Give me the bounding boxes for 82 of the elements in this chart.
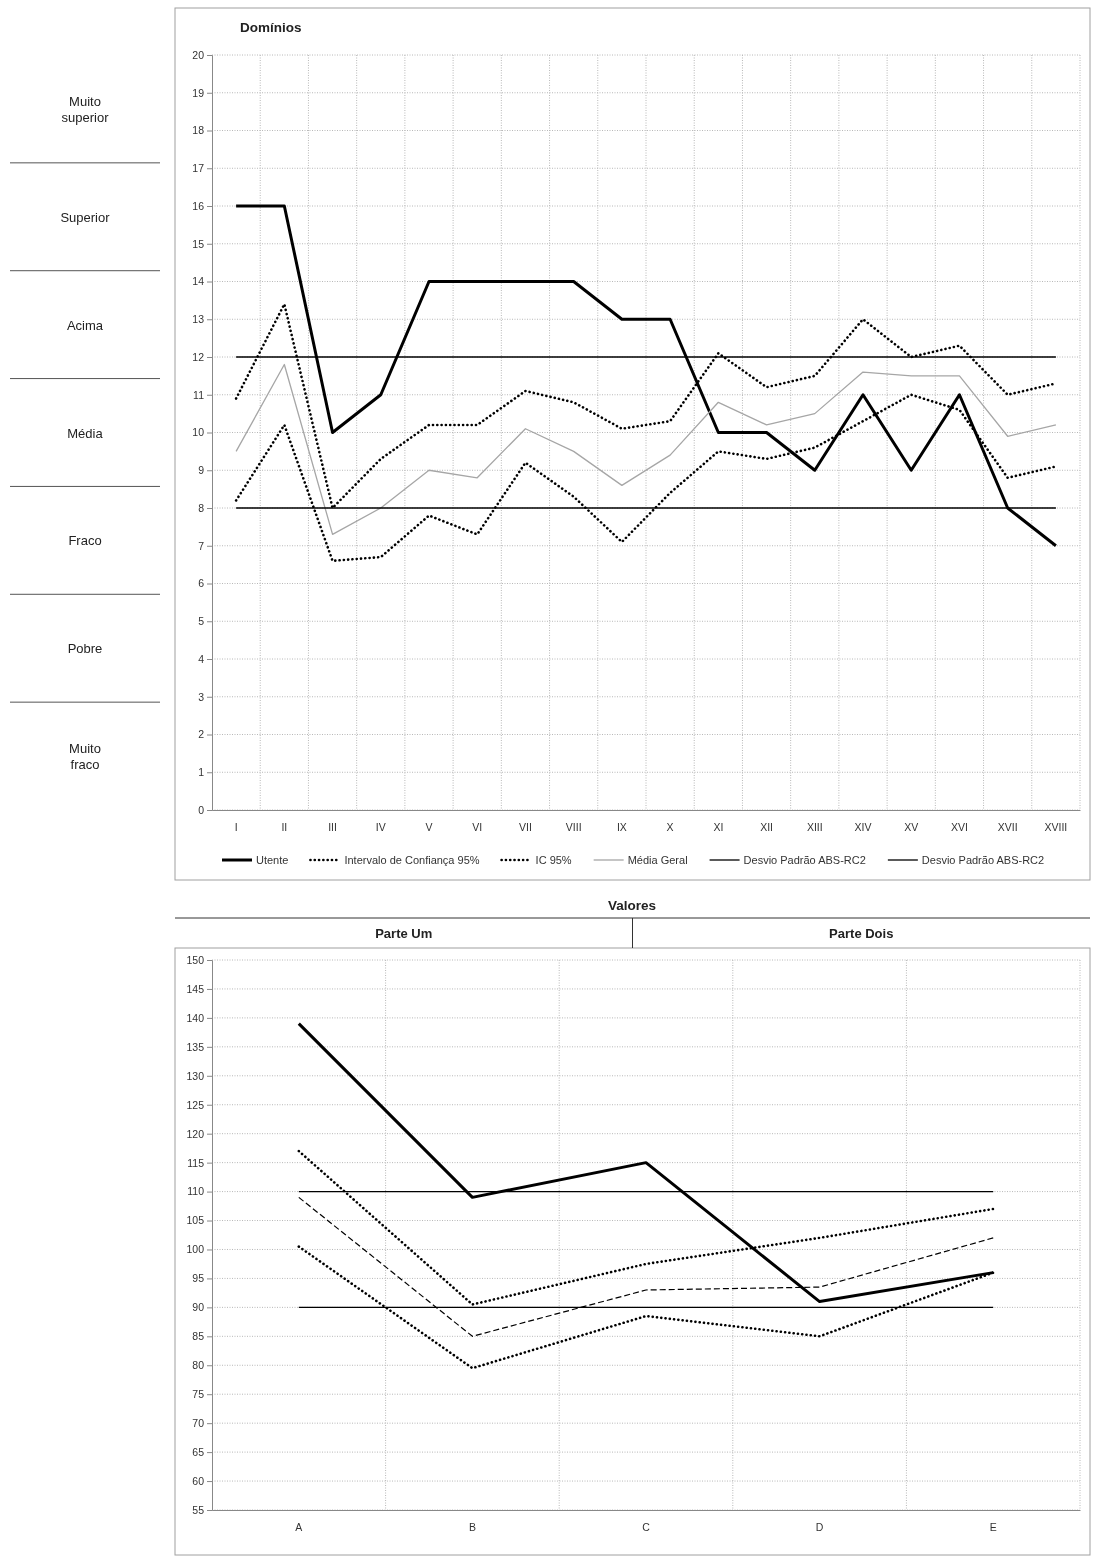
y-tick-label: 8: [198, 501, 205, 514]
text: Parte Dois: [829, 926, 894, 941]
legend-label: Média Geral: [627, 854, 688, 866]
y-tick-label: 85: [192, 1330, 205, 1343]
chart-title: Domínios: [240, 20, 302, 35]
x-tick-label: VI: [472, 821, 483, 834]
x-tick-label: XVII: [997, 821, 1018, 834]
y-tick-label: 5: [198, 615, 205, 628]
y-tick-label: 65: [192, 1445, 205, 1458]
y-tick-label: 18: [192, 124, 205, 137]
text: Superior: [60, 209, 111, 225]
y-tick-label: 125: [186, 1098, 205, 1111]
text: Fraco: [68, 533, 102, 549]
y-tick-label: 150: [186, 953, 205, 966]
y-tick-label: 120: [186, 1127, 205, 1140]
x-tick-label: XVI: [950, 821, 968, 834]
text: Muito superior: [61, 93, 110, 125]
x-tick-label: IX: [616, 821, 627, 834]
y-tick-label: 100: [186, 1243, 205, 1256]
y-tick-label: 2: [198, 728, 205, 741]
y-tick-label: 105: [186, 1214, 205, 1227]
y-tick-label: 9: [198, 464, 205, 477]
y-tick-label: 0: [198, 803, 205, 816]
y-tick-label: 115: [187, 1156, 205, 1169]
x-tick-label: VIII: [565, 821, 582, 834]
y-tick-label: 3: [198, 690, 205, 703]
x-tick-label: A: [295, 1521, 303, 1534]
y-tick-label: 110: [187, 1185, 205, 1198]
y-tick-label: 15: [192, 237, 205, 250]
x-tick-label: XVIII: [1044, 821, 1068, 834]
y-tick-label: 20: [192, 48, 205, 61]
legend-label: Intervalo de Confiança 95%: [344, 854, 480, 866]
legend-label: Desvio Padrão ABS-RC2: [743, 854, 866, 866]
y-tick-label: 55: [192, 1503, 205, 1516]
x-tick-label: XI: [713, 821, 724, 834]
y-tick-label: 95: [192, 1272, 205, 1285]
x-tick-label: I: [234, 821, 238, 834]
x-tick-label: XIII: [806, 821, 823, 834]
y-tick-label: 4: [198, 652, 205, 665]
y-tick-label: 90: [192, 1301, 205, 1314]
legend-label: IC 95%: [535, 854, 572, 866]
x-tick-label: V: [425, 821, 433, 834]
y-tick-label: 140: [186, 1011, 205, 1024]
x-tick-label: III: [328, 821, 337, 834]
x-tick-label: X: [666, 821, 674, 834]
y-tick-label: 75: [192, 1388, 205, 1401]
y-tick-label: 19: [192, 86, 205, 99]
x-tick-label: XV: [904, 821, 919, 834]
y-tick-label: 60: [192, 1474, 205, 1487]
x-tick-label: XII: [760, 821, 773, 834]
y-tick-label: 1: [198, 766, 205, 779]
x-tick-label: XIV: [854, 821, 872, 834]
text: Pobre: [67, 641, 103, 657]
chart-title: Valores: [607, 898, 657, 913]
y-tick-label: 13: [192, 313, 205, 326]
y-tick-label: 130: [186, 1069, 205, 1082]
legend-label: Utente: [256, 854, 289, 866]
x-tick-label: VII: [519, 821, 532, 834]
x-tick-label: IV: [375, 821, 386, 834]
x-tick-label: B: [468, 1521, 476, 1534]
x-tick-label: E: [989, 1521, 997, 1534]
y-tick-label: 12: [192, 350, 205, 363]
text: Média: [67, 425, 104, 441]
text: Parte Um: [375, 926, 433, 941]
y-tick-label: 16: [192, 199, 205, 212]
y-tick-label: 70: [192, 1417, 205, 1430]
text: Muito fraco: [69, 741, 101, 773]
y-tick-label: 7: [198, 539, 205, 552]
y-tick-label: 145: [186, 982, 205, 995]
y-tick-label: 80: [192, 1359, 205, 1372]
x-tick-label: D: [815, 1521, 824, 1534]
y-tick-label: 135: [186, 1040, 205, 1053]
y-tick-label: 11: [193, 388, 205, 401]
line-series: [235, 363, 1057, 536]
x-tick-label: C: [642, 1521, 651, 1534]
x-tick-label: II: [281, 821, 288, 834]
y-tick-label: 17: [192, 162, 205, 175]
text: Acima: [66, 317, 104, 333]
y-tick-label: 6: [198, 577, 205, 590]
y-tick-label: 14: [192, 275, 205, 288]
y-tick-label: 10: [192, 426, 205, 439]
legend-label: Desvio Padrão ABS-RC2: [921, 854, 1045, 866]
